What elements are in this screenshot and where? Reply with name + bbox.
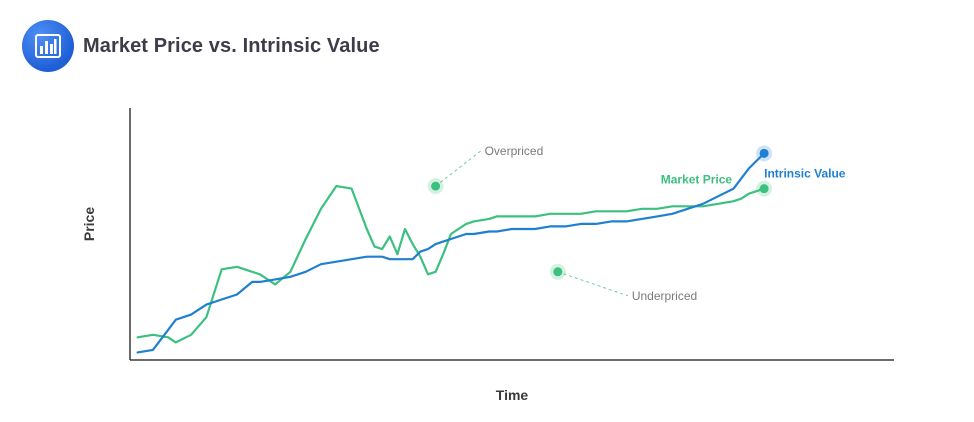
underpriced-label: Underpriced	[632, 289, 697, 303]
intrinsic-value-label: Intrinsic Value	[764, 166, 846, 180]
market-price-end-point	[759, 184, 769, 194]
chart-labels: Price Time	[81, 207, 528, 403]
overpriced-leader-line	[435, 150, 481, 187]
intrinsic-value-line	[136, 152, 766, 354]
market-price-label: Market Price	[661, 173, 733, 187]
chart-title: Market Price vs. Intrinsic Value	[83, 34, 380, 57]
chart-series: Market Price Intrinsic Value	[136, 145, 846, 354]
chart-annotations: Overpriced Underpriced	[427, 144, 697, 303]
x-axis-label: Time	[496, 387, 529, 403]
market-price-line	[136, 185, 766, 344]
bar-chart-icon	[22, 20, 74, 72]
overpriced-point	[431, 181, 441, 191]
underpriced-point	[553, 267, 563, 277]
y-axis-label: Price	[81, 207, 97, 241]
underpriced-leader-line	[557, 271, 629, 297]
intrinsic-value-end-point	[759, 148, 769, 158]
chart-axes	[129, 108, 894, 361]
chart-header: Market Price vs. Intrinsic Value	[22, 20, 380, 72]
overpriced-label: Overpriced	[485, 144, 544, 158]
